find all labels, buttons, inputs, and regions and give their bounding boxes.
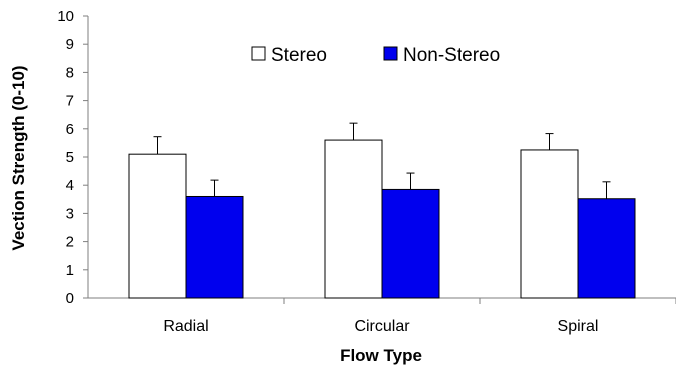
y-tick-label: 7 <box>66 93 74 110</box>
x-axis: Radial Circular Spiral <box>88 297 676 335</box>
y-tick-label: 2 <box>66 234 74 251</box>
x-tick-label: Radial <box>163 318 208 335</box>
legend-swatch-stereo <box>251 46 266 61</box>
x-tick-label: Spiral <box>558 318 599 335</box>
bar-stereo-circular <box>324 139 383 299</box>
y-tick-label: 1 <box>66 262 74 279</box>
legend-swatch-non-stereo <box>383 46 398 61</box>
legend-label-non-stereo: Non-Stereo <box>403 45 500 66</box>
y-axis: 0 1 2 3 4 5 6 7 8 9 10 <box>57 8 89 307</box>
y-tick-label: 8 <box>66 64 74 81</box>
bar-stereo-spiral <box>520 149 579 299</box>
bar-non-stereo-circular <box>381 188 440 299</box>
legend-label-stereo: Stereo <box>271 45 327 66</box>
y-tick-label: 3 <box>66 205 74 222</box>
y-axis-title: Vection Strength (0-10) <box>9 65 28 250</box>
y-tick-label: 10 <box>57 8 74 25</box>
x-axis-title: Flow Type <box>340 346 422 365</box>
bar-non-stereo-radial <box>185 195 244 299</box>
legend: Stereo Non-Stereo <box>251 45 500 66</box>
x-tick-label: Circular <box>354 318 410 335</box>
bar-stereo-radial <box>128 153 187 299</box>
y-tick-label: 4 <box>66 177 74 194</box>
y-tick-label: 0 <box>66 290 74 307</box>
y-tick-label: 9 <box>66 36 74 53</box>
y-tick-label: 6 <box>66 121 74 138</box>
y-tick-label: 5 <box>66 149 74 166</box>
bar-non-stereo-spiral <box>577 198 636 299</box>
bars <box>128 122 636 299</box>
